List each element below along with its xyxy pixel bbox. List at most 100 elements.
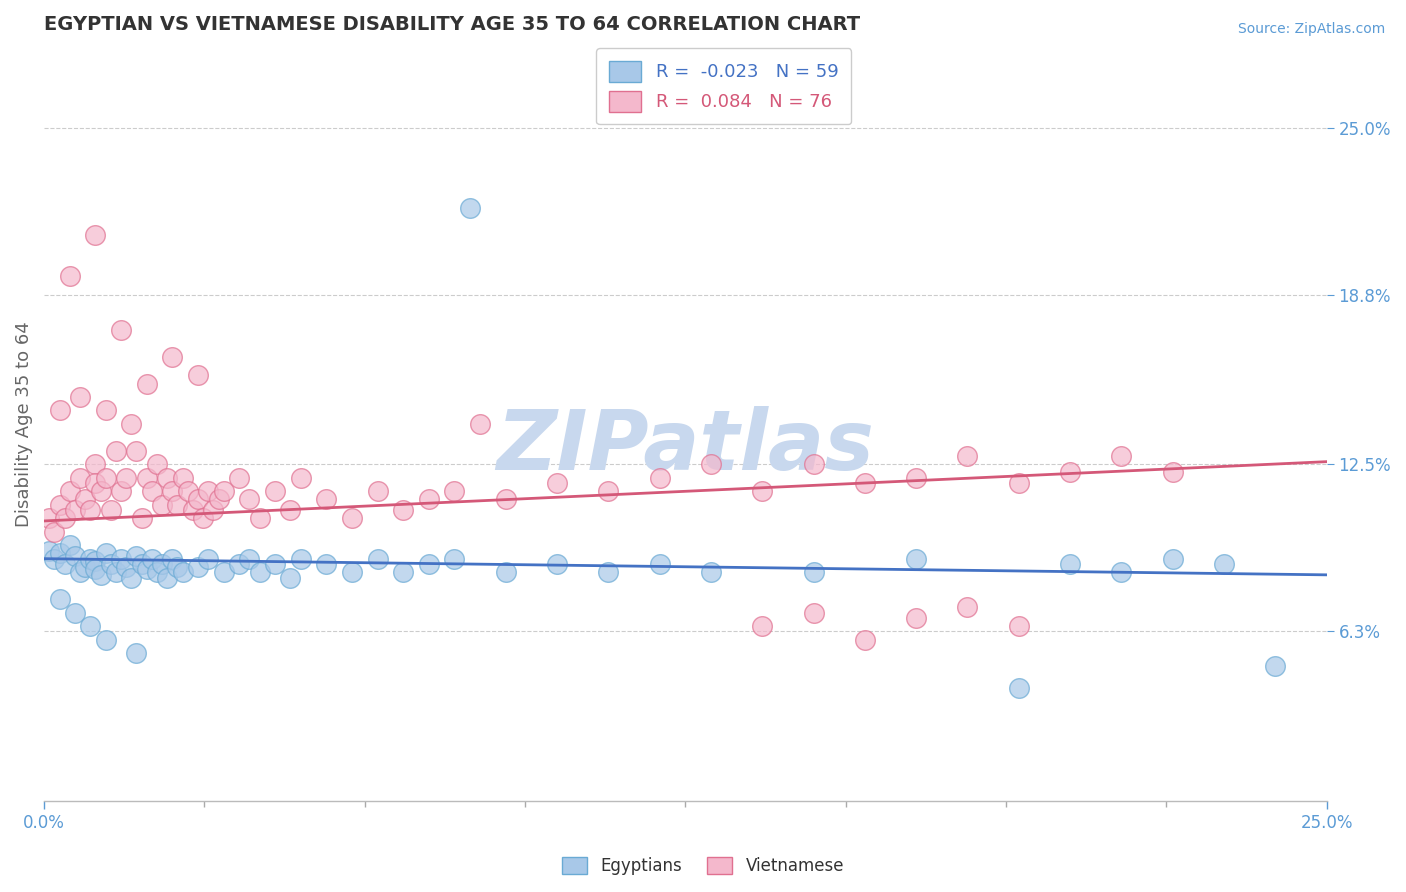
Point <box>700 565 723 579</box>
Point <box>90 484 112 499</box>
Point <box>905 611 928 625</box>
Point <box>392 565 415 579</box>
Point <box>172 565 194 579</box>
Point <box>187 492 209 507</box>
Point <box>367 551 389 566</box>
Legend: Egyptians, Vietnamese: Egyptians, Vietnamese <box>554 849 852 884</box>
Point <box>905 471 928 485</box>
Point <box>202 503 225 517</box>
Point <box>853 476 876 491</box>
Point <box>280 570 302 584</box>
Point <box>115 471 138 485</box>
Point <box>156 471 179 485</box>
Point <box>104 565 127 579</box>
Point <box>172 471 194 485</box>
Point <box>1008 681 1031 695</box>
Point <box>90 567 112 582</box>
Point <box>120 417 142 431</box>
Point <box>146 458 169 472</box>
Legend: R =  -0.023   N = 59, R =  0.084   N = 76: R = -0.023 N = 59, R = 0.084 N = 76 <box>596 48 851 124</box>
Point <box>340 511 363 525</box>
Point <box>69 565 91 579</box>
Point <box>131 511 153 525</box>
Point <box>135 562 157 576</box>
Point <box>135 471 157 485</box>
Point <box>1111 450 1133 464</box>
Point <box>48 403 70 417</box>
Point <box>803 565 825 579</box>
Point <box>598 565 620 579</box>
Point <box>956 600 979 615</box>
Point <box>75 492 97 507</box>
Point <box>84 554 107 568</box>
Point <box>264 484 287 499</box>
Point <box>290 471 312 485</box>
Point <box>1059 466 1081 480</box>
Point <box>228 471 250 485</box>
Point <box>84 562 107 576</box>
Point <box>131 557 153 571</box>
Point <box>700 458 723 472</box>
Point <box>48 592 70 607</box>
Point <box>1264 659 1286 673</box>
Point <box>125 443 148 458</box>
Text: ZIPatlas: ZIPatlas <box>496 406 875 487</box>
Point <box>177 484 200 499</box>
Point <box>38 511 60 525</box>
Point <box>1161 466 1184 480</box>
Point <box>803 458 825 472</box>
Point <box>418 492 440 507</box>
Point <box>120 570 142 584</box>
Y-axis label: Disability Age 35 to 64: Disability Age 35 to 64 <box>15 321 32 527</box>
Point <box>495 565 517 579</box>
Point <box>956 450 979 464</box>
Point <box>905 551 928 566</box>
Point <box>75 559 97 574</box>
Point <box>125 646 148 660</box>
Point <box>125 549 148 563</box>
Point <box>443 551 465 566</box>
Point <box>191 511 214 525</box>
Point <box>1213 557 1236 571</box>
Point <box>110 484 132 499</box>
Point <box>315 492 337 507</box>
Point <box>79 503 101 517</box>
Point <box>94 632 117 647</box>
Point <box>392 503 415 517</box>
Point <box>84 228 107 243</box>
Point <box>238 551 260 566</box>
Point <box>212 484 235 499</box>
Text: Source: ZipAtlas.com: Source: ZipAtlas.com <box>1237 22 1385 37</box>
Point <box>156 570 179 584</box>
Point <box>53 511 76 525</box>
Point <box>212 565 235 579</box>
Point <box>228 557 250 571</box>
Point <box>94 546 117 560</box>
Point <box>53 557 76 571</box>
Point <box>162 350 184 364</box>
Point <box>162 551 184 566</box>
Point <box>69 390 91 404</box>
Text: EGYPTIAN VS VIETNAMESE DISABILITY AGE 35 TO 64 CORRELATION CHART: EGYPTIAN VS VIETNAMESE DISABILITY AGE 35… <box>44 15 860 34</box>
Point <box>63 503 86 517</box>
Point <box>546 476 568 491</box>
Point <box>751 619 773 633</box>
Point <box>598 484 620 499</box>
Point <box>84 458 107 472</box>
Point <box>59 484 82 499</box>
Point <box>249 565 271 579</box>
Point <box>110 323 132 337</box>
Point <box>150 557 173 571</box>
Point <box>1008 476 1031 491</box>
Point <box>197 484 219 499</box>
Point <box>648 557 671 571</box>
Point <box>94 403 117 417</box>
Point <box>249 511 271 525</box>
Point <box>69 471 91 485</box>
Point <box>115 559 138 574</box>
Point <box>1008 619 1031 633</box>
Point <box>495 492 517 507</box>
Point <box>150 498 173 512</box>
Point <box>187 559 209 574</box>
Point <box>135 376 157 391</box>
